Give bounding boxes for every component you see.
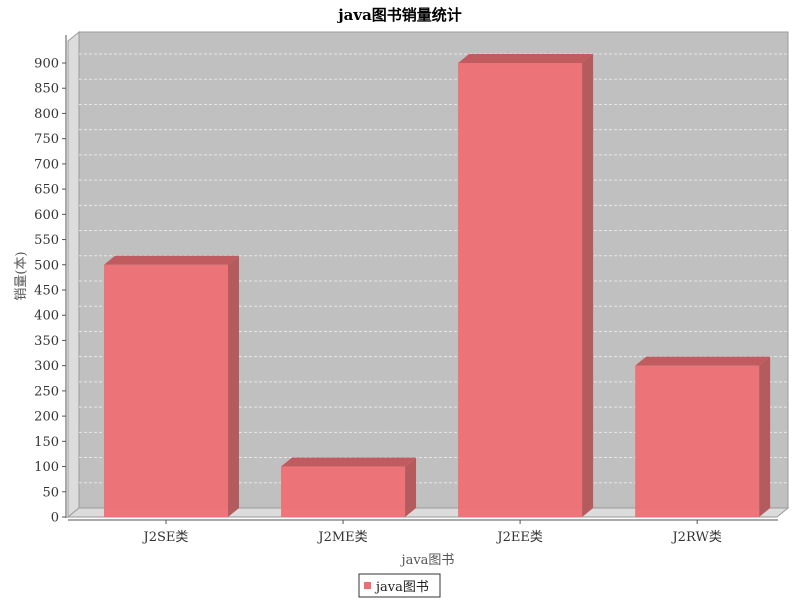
y-tick-label: 450	[34, 284, 59, 299]
bar-top	[104, 256, 239, 265]
y-tick-label: 600	[34, 208, 59, 223]
y-tick-label: 700	[34, 157, 59, 172]
y-tick-label: 900	[34, 57, 59, 72]
x-tick-label: J2SE类	[142, 530, 189, 545]
y-tick-label: 150	[34, 435, 59, 450]
y-tick-label: 50	[42, 485, 59, 500]
y-tick-label: 200	[34, 410, 59, 425]
y-tick-label: 250	[34, 384, 59, 399]
y-tick-label: 850	[34, 82, 59, 97]
x-tick-label: J2RW类	[670, 530, 721, 545]
chart-title: java图书销量统计	[336, 6, 462, 24]
bar-side	[582, 54, 593, 517]
y-tick-label: 400	[34, 309, 59, 324]
bar	[281, 467, 405, 517]
legend-swatch	[364, 582, 371, 589]
bar-side	[759, 357, 770, 517]
bar-top	[458, 54, 593, 63]
y-tick-label: 550	[34, 233, 59, 248]
y-tick-label: 500	[34, 258, 59, 273]
y-axis: 0 50 100 150 200 250 300 350 400 450 500 550 600 650 7…	[34, 35, 66, 526]
x-axis: J2SE类 J2ME类 J2EE类 J2RW类	[68, 520, 778, 545]
y-tick-label: 300	[34, 359, 59, 374]
bar	[635, 366, 759, 517]
plot-left-wall	[68, 32, 79, 517]
y-tick-label: 650	[34, 183, 59, 198]
y-axis-title: 销量(本)	[14, 251, 29, 300]
x-tick-label: J2EE类	[495, 530, 542, 545]
bar	[104, 265, 228, 517]
bar-side	[228, 256, 239, 517]
bar	[458, 63, 582, 517]
bar-top	[281, 458, 416, 467]
x-tick-label: J2ME类	[316, 530, 367, 545]
y-tick-label: 100	[34, 460, 59, 475]
y-tick-label: 750	[34, 132, 59, 147]
legend: java图书	[359, 574, 440, 597]
bar-top	[635, 357, 770, 366]
y-tick-label: 0	[51, 511, 59, 526]
legend-label: java图书	[374, 580, 429, 595]
y-tick-label: 350	[34, 334, 59, 349]
x-axis-title: java图书	[400, 553, 455, 568]
y-tick-label: 800	[34, 107, 59, 122]
bar-side	[405, 458, 416, 517]
